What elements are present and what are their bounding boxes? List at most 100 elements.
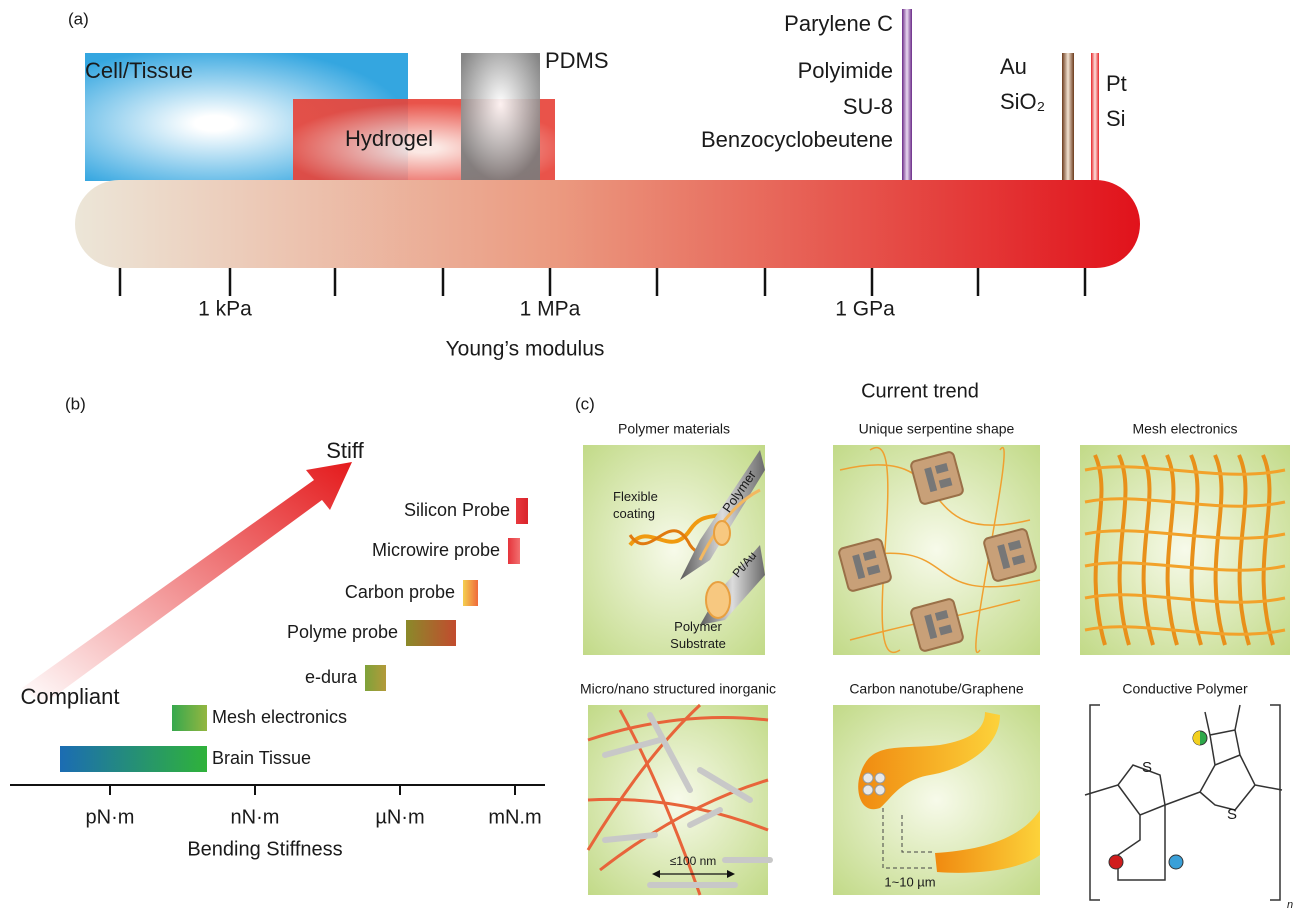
tick-label: 1 MPa: [520, 298, 581, 321]
island-body: [983, 528, 1037, 582]
island-body: [838, 538, 892, 592]
atom-label: S: [1142, 759, 1152, 776]
nanorod: [647, 712, 693, 793]
mesh-line: [1093, 454, 1107, 646]
pore: [862, 772, 874, 784]
probe-label: Carbon probe: [345, 582, 455, 602]
tile-title: Carbon nanotube/Graphene: [849, 681, 1024, 697]
island-pad: [924, 467, 938, 493]
nanorod: [687, 807, 723, 828]
mesh-line: [1117, 454, 1131, 646]
nanowire: [587, 716, 769, 742]
island-body: [910, 598, 964, 652]
tile-background: [583, 445, 765, 655]
atom-marker: [1193, 731, 1200, 745]
atom-marker: [1108, 854, 1124, 870]
pt-si-range: [1091, 53, 1099, 181]
island-pad: [934, 610, 949, 621]
material-label: PDMS: [545, 48, 609, 73]
serpentine-wire: [869, 446, 901, 654]
panel-label: (b): [65, 394, 86, 413]
material-label: Pt: [1106, 71, 1127, 96]
parylene-range: [902, 9, 912, 181]
axis-label: Bending Stiffness: [187, 838, 342, 860]
probe-range: [365, 665, 386, 691]
nanowire: [599, 778, 769, 872]
tick-label: 1 kPa: [198, 298, 252, 321]
tick-label: µN·m: [375, 806, 424, 828]
tile-label: Polymer Substrate: [670, 619, 726, 651]
tick-label: mN.m: [488, 806, 541, 828]
tile-title: Micro/nano structured inorganic: [580, 681, 776, 697]
island-pad: [938, 624, 953, 636]
arrow-head: [652, 870, 660, 878]
nanotube: [935, 810, 1040, 873]
nanowire: [618, 709, 702, 896]
tick-label: nN·m: [231, 806, 280, 828]
probe-label: e-dura: [305, 667, 358, 687]
bond: [1084, 764, 1166, 881]
island: [910, 598, 964, 652]
tick-label: pN·m: [86, 806, 135, 828]
probe-range: [508, 538, 520, 564]
electrode-pad: [705, 581, 731, 619]
stiffness-arrow: [22, 462, 352, 704]
mesh-line: [1141, 454, 1155, 646]
section-title: Current trend: [861, 380, 979, 402]
island-pad: [862, 550, 877, 561]
pore: [874, 772, 886, 784]
material-label: SiO₂: [1000, 89, 1045, 114]
tile-label: 1~10 µm: [884, 874, 935, 889]
probe-range: [172, 705, 207, 731]
island-pad: [938, 477, 953, 489]
tile-title: Polymer materials: [618, 421, 730, 437]
modulus-bar: [75, 180, 1140, 268]
tile-label: ≤100 nm: [670, 854, 717, 868]
island-pad: [924, 614, 938, 640]
axis-label: Young’s modulus: [446, 338, 605, 361]
island-body: [910, 451, 964, 505]
tile-title: Conductive Polymer: [1122, 681, 1248, 697]
atom-marker: [1168, 854, 1184, 870]
island: [910, 451, 964, 505]
nanorod: [697, 767, 753, 803]
mesh-line: [1084, 497, 1286, 508]
nanorod: [602, 737, 663, 758]
atom-label: S: [1227, 806, 1237, 823]
mesh-line: [1084, 561, 1286, 572]
pore: [862, 784, 874, 796]
nanotube: [858, 712, 1000, 810]
island: [983, 528, 1037, 582]
probe-range: [463, 580, 478, 606]
pdms-range: [461, 53, 540, 181]
material-label: Hydrogel: [345, 126, 433, 151]
arrow-label: Stiff: [326, 438, 364, 463]
au-sio2-range: [1062, 53, 1074, 181]
bracket: [1089, 704, 1281, 901]
probe-label: Mesh electronics: [212, 707, 347, 727]
tile-title: Mesh electronics: [1132, 421, 1237, 437]
material-label: Au: [1000, 54, 1027, 79]
nanowire: [586, 703, 702, 851]
island-pad: [1007, 540, 1022, 551]
arrow-head: [727, 870, 735, 878]
island-pad: [997, 544, 1011, 570]
island-pad: [852, 554, 866, 580]
probe: [680, 450, 765, 580]
island-pad: [934, 463, 949, 474]
probe-range: [516, 498, 528, 524]
material-label: Benzocyclobeutene: [701, 127, 893, 152]
material-label: Parylene C: [784, 11, 893, 36]
bond: [1164, 704, 1283, 811]
arrow-label: Compliant: [20, 684, 119, 709]
probe-range: [60, 746, 207, 772]
nanorod: [602, 832, 658, 843]
tick-label: 1 GPa: [835, 298, 895, 321]
probe-label: Silicon Probe: [404, 500, 510, 520]
electrode: [698, 488, 761, 561]
electrode-pad: [713, 520, 731, 546]
probe-range: [406, 620, 456, 646]
material-label: SU-8: [843, 94, 893, 119]
material-label: Polyimide: [798, 58, 893, 83]
